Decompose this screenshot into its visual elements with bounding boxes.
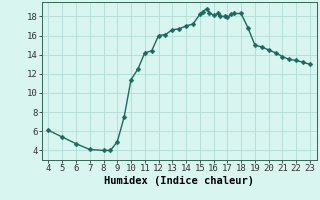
X-axis label: Humidex (Indice chaleur): Humidex (Indice chaleur) xyxy=(104,176,254,186)
